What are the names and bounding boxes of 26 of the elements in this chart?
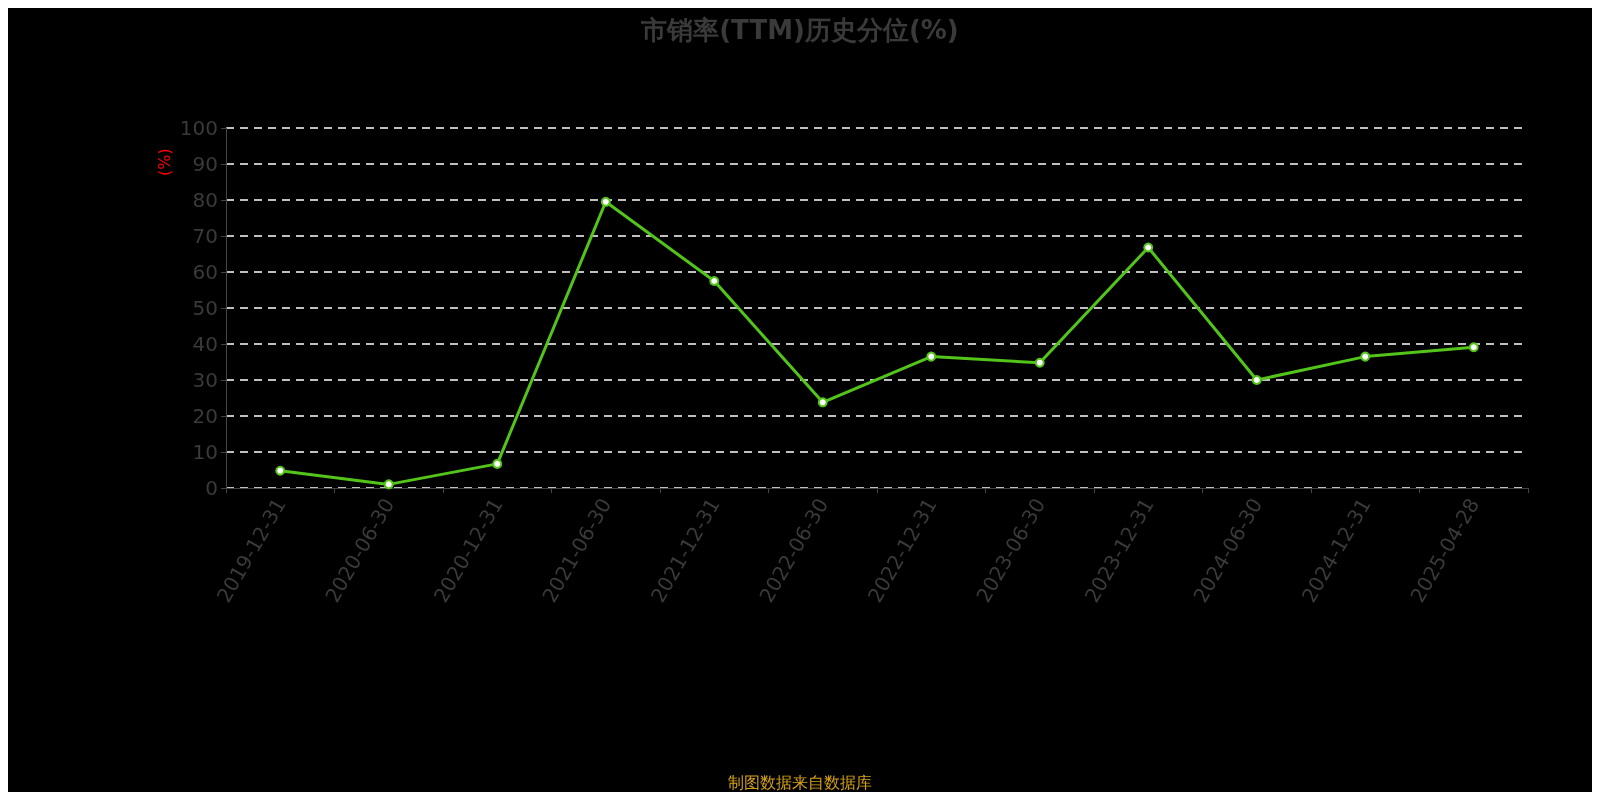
point	[1251, 375, 1262, 385]
y-axis-title: (%)	[154, 148, 174, 176]
y-tick-label: 50	[192, 296, 218, 320]
y-tick-label: 40	[192, 332, 218, 356]
point	[709, 276, 720, 286]
y-tick-label: 30	[192, 368, 218, 392]
y-tick-label: 60	[192, 260, 218, 284]
text: 制图数据来自数据库	[728, 772, 872, 792]
point	[926, 351, 937, 362]
y-tick-label: 90	[192, 152, 218, 176]
point	[600, 196, 611, 207]
point	[492, 458, 503, 469]
point	[1034, 357, 1045, 368]
point	[817, 397, 828, 408]
chart-title: 市销率(TTM)历史分位(%)	[640, 15, 959, 45]
y-tick-label: 80	[192, 188, 218, 212]
point	[1468, 342, 1479, 353]
point	[383, 479, 394, 490]
y-tick-label: 70	[192, 224, 218, 248]
point	[1360, 351, 1371, 362]
y-tick-label: 10	[192, 440, 218, 464]
point	[275, 465, 286, 476]
y-tick-label: 100	[179, 116, 218, 140]
point	[1143, 242, 1154, 253]
y-tick-label: 0	[205, 476, 218, 500]
y-tick-label: 20	[192, 404, 218, 428]
